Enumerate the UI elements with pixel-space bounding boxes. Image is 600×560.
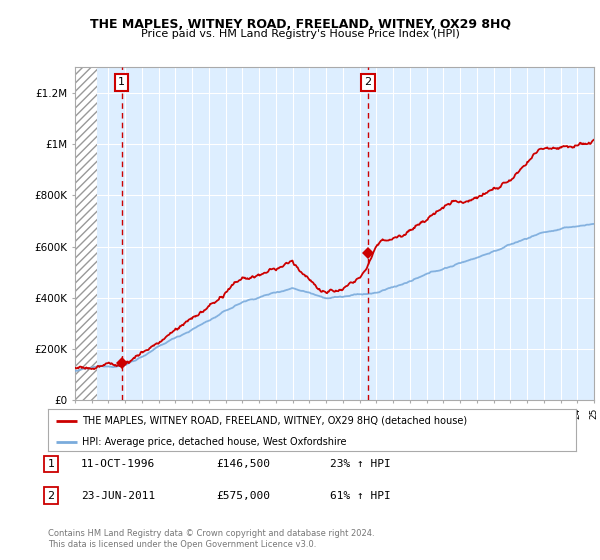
Text: 2: 2	[47, 491, 55, 501]
Text: 23% ↑ HPI: 23% ↑ HPI	[330, 459, 391, 469]
Text: 2: 2	[364, 77, 371, 87]
Text: 61% ↑ HPI: 61% ↑ HPI	[330, 491, 391, 501]
Text: Contains HM Land Registry data © Crown copyright and database right 2024.
This d: Contains HM Land Registry data © Crown c…	[48, 529, 374, 549]
Text: THE MAPLES, WITNEY ROAD, FREELAND, WITNEY, OX29 8HQ (detached house): THE MAPLES, WITNEY ROAD, FREELAND, WITNE…	[82, 416, 467, 426]
Text: HPI: Average price, detached house, West Oxfordshire: HPI: Average price, detached house, West…	[82, 437, 347, 446]
Bar	[75, 67, 97, 400]
Text: 23-JUN-2011: 23-JUN-2011	[81, 491, 155, 501]
Text: £146,500: £146,500	[216, 459, 270, 469]
Text: THE MAPLES, WITNEY ROAD, FREELAND, WITNEY, OX29 8HQ: THE MAPLES, WITNEY ROAD, FREELAND, WITNE…	[89, 18, 511, 31]
Text: 1: 1	[118, 77, 125, 87]
Text: 11-OCT-1996: 11-OCT-1996	[81, 459, 155, 469]
Text: 1: 1	[47, 459, 55, 469]
Text: Price paid vs. HM Land Registry's House Price Index (HPI): Price paid vs. HM Land Registry's House …	[140, 29, 460, 39]
Text: £575,000: £575,000	[216, 491, 270, 501]
